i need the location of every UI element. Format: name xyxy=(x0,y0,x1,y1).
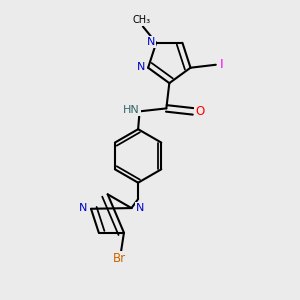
Text: HN: HN xyxy=(123,106,140,116)
Text: CH₃: CH₃ xyxy=(132,15,150,25)
Text: N: N xyxy=(147,37,155,47)
Text: N: N xyxy=(136,62,145,72)
Text: N: N xyxy=(79,203,87,214)
Text: N: N xyxy=(136,203,144,213)
Text: Br: Br xyxy=(113,252,126,265)
Text: O: O xyxy=(195,105,204,118)
Text: I: I xyxy=(220,58,224,71)
